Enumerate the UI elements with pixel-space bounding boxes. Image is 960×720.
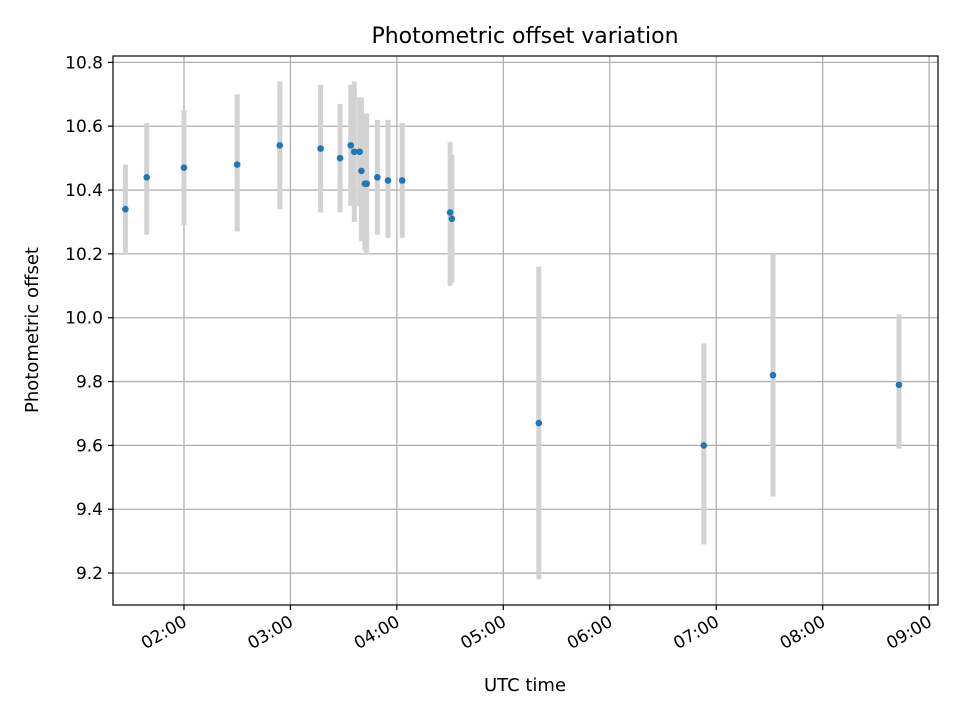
error-bars [122,81,902,580]
x-tick-label: 09:00 [883,612,935,654]
data-point [358,167,365,175]
data-point [122,205,129,213]
y-tick-label: 10.8 [65,53,103,73]
chart-title: Photometric offset variation [371,24,678,49]
data-point [535,419,543,427]
y-tick-label: 10.6 [65,117,103,137]
data-points [122,142,903,449]
data-point [317,145,324,152]
x-axis: 02:00 03:00 04:00 05:00 06:00 07:00 08:00 09:00 [138,605,936,654]
data-point [180,164,188,172]
x-tick-label: 04:00 [351,612,403,654]
x-tick-label: 07:00 [670,612,722,654]
x-tick-label: 02:00 [138,612,190,654]
data-point [363,180,371,187]
data-point [350,148,358,156]
data-point [276,142,284,149]
x-tick-label: 05:00 [457,612,509,654]
data-point [700,442,708,449]
y-tick-label: 9.4 [76,500,103,520]
data-point [769,371,777,379]
data-point [143,173,151,181]
y-tick-label: 9.2 [76,564,103,584]
y-axis-label: Photometric offset [22,247,43,413]
data-point [347,142,355,149]
y-axis: 9.2 9.4 9.6 9.8 10.0 10.2 10.4 10.6 10.8 [65,53,113,584]
grid [113,56,938,605]
data-point [336,154,344,162]
x-tick-label: 03:00 [244,612,296,654]
data-point [448,215,456,223]
data-point [446,209,454,216]
data-point [895,381,903,389]
x-tick-label: 08:00 [777,612,829,654]
y-tick-label: 9.6 [76,436,103,456]
y-tick-label: 9.8 [76,373,103,393]
data-point [384,177,392,184]
plot-frame [112,55,939,606]
y-tick-label: 10.0 [65,309,103,329]
y-tick-label: 10.2 [65,245,103,265]
x-tick-label: 06:00 [564,612,616,654]
data-point [356,148,363,156]
data-point [374,173,381,181]
x-axis-label: UTC time [484,675,566,696]
y-tick-label: 10.4 [65,181,103,201]
data-point [398,177,406,184]
data-point [233,161,241,168]
